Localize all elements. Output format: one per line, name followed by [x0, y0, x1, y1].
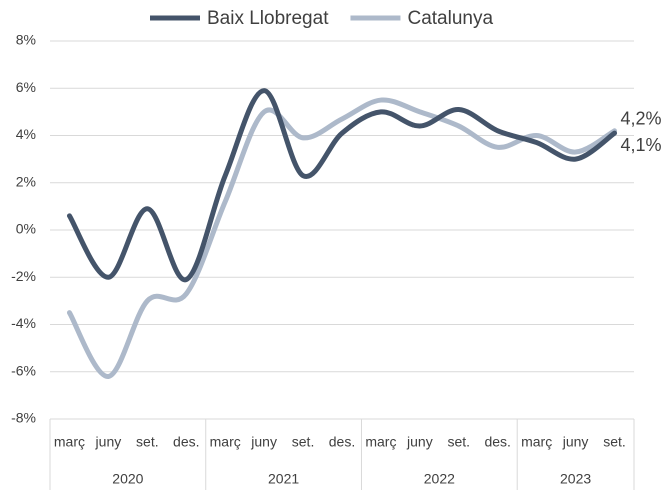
legend-label: Catalunya [407, 8, 493, 29]
y-tick-label: 0% [16, 221, 36, 237]
x-tick-label: set. [603, 434, 626, 450]
series-line [66, 97, 618, 379]
value-label: 4,1% [621, 135, 662, 155]
x-group-label: 2022 [424, 471, 455, 487]
x-tick-label: des. [173, 434, 199, 450]
y-tick-label: 6% [16, 79, 36, 95]
x-group-label: 2020 [112, 471, 143, 487]
y-tick-label: 8% [16, 32, 36, 48]
x-tick-label: des. [329, 434, 355, 450]
x-group-label: 2023 [560, 471, 591, 487]
x-tick-label: des. [484, 434, 510, 450]
y-tick-label: -6% [11, 362, 36, 378]
value-label: 4,2% [621, 109, 662, 129]
x-tick-label: set. [136, 434, 159, 450]
y-tick-label: -8% [11, 410, 36, 426]
x-tick-label: juny [562, 434, 589, 450]
legend-label: Baix Llobregat [207, 8, 329, 29]
x-tick-label: març [210, 434, 241, 450]
x-tick-label: març [54, 434, 85, 450]
x-tick-label: juny [250, 434, 277, 450]
y-tick-label: -4% [11, 315, 36, 331]
y-tick-label: 4% [16, 126, 36, 142]
x-tick-label: set. [448, 434, 471, 450]
x-group-label: 2021 [268, 471, 299, 487]
series-line [66, 88, 618, 283]
x-tick-label: juny [406, 434, 433, 450]
x-tick-label: juny [95, 434, 122, 450]
x-tick-label: març [365, 434, 396, 450]
x-tick-label: set. [292, 434, 315, 450]
x-tick-label: març [521, 434, 552, 450]
y-tick-label: -2% [11, 268, 36, 284]
y-tick-label: 2% [16, 173, 36, 189]
